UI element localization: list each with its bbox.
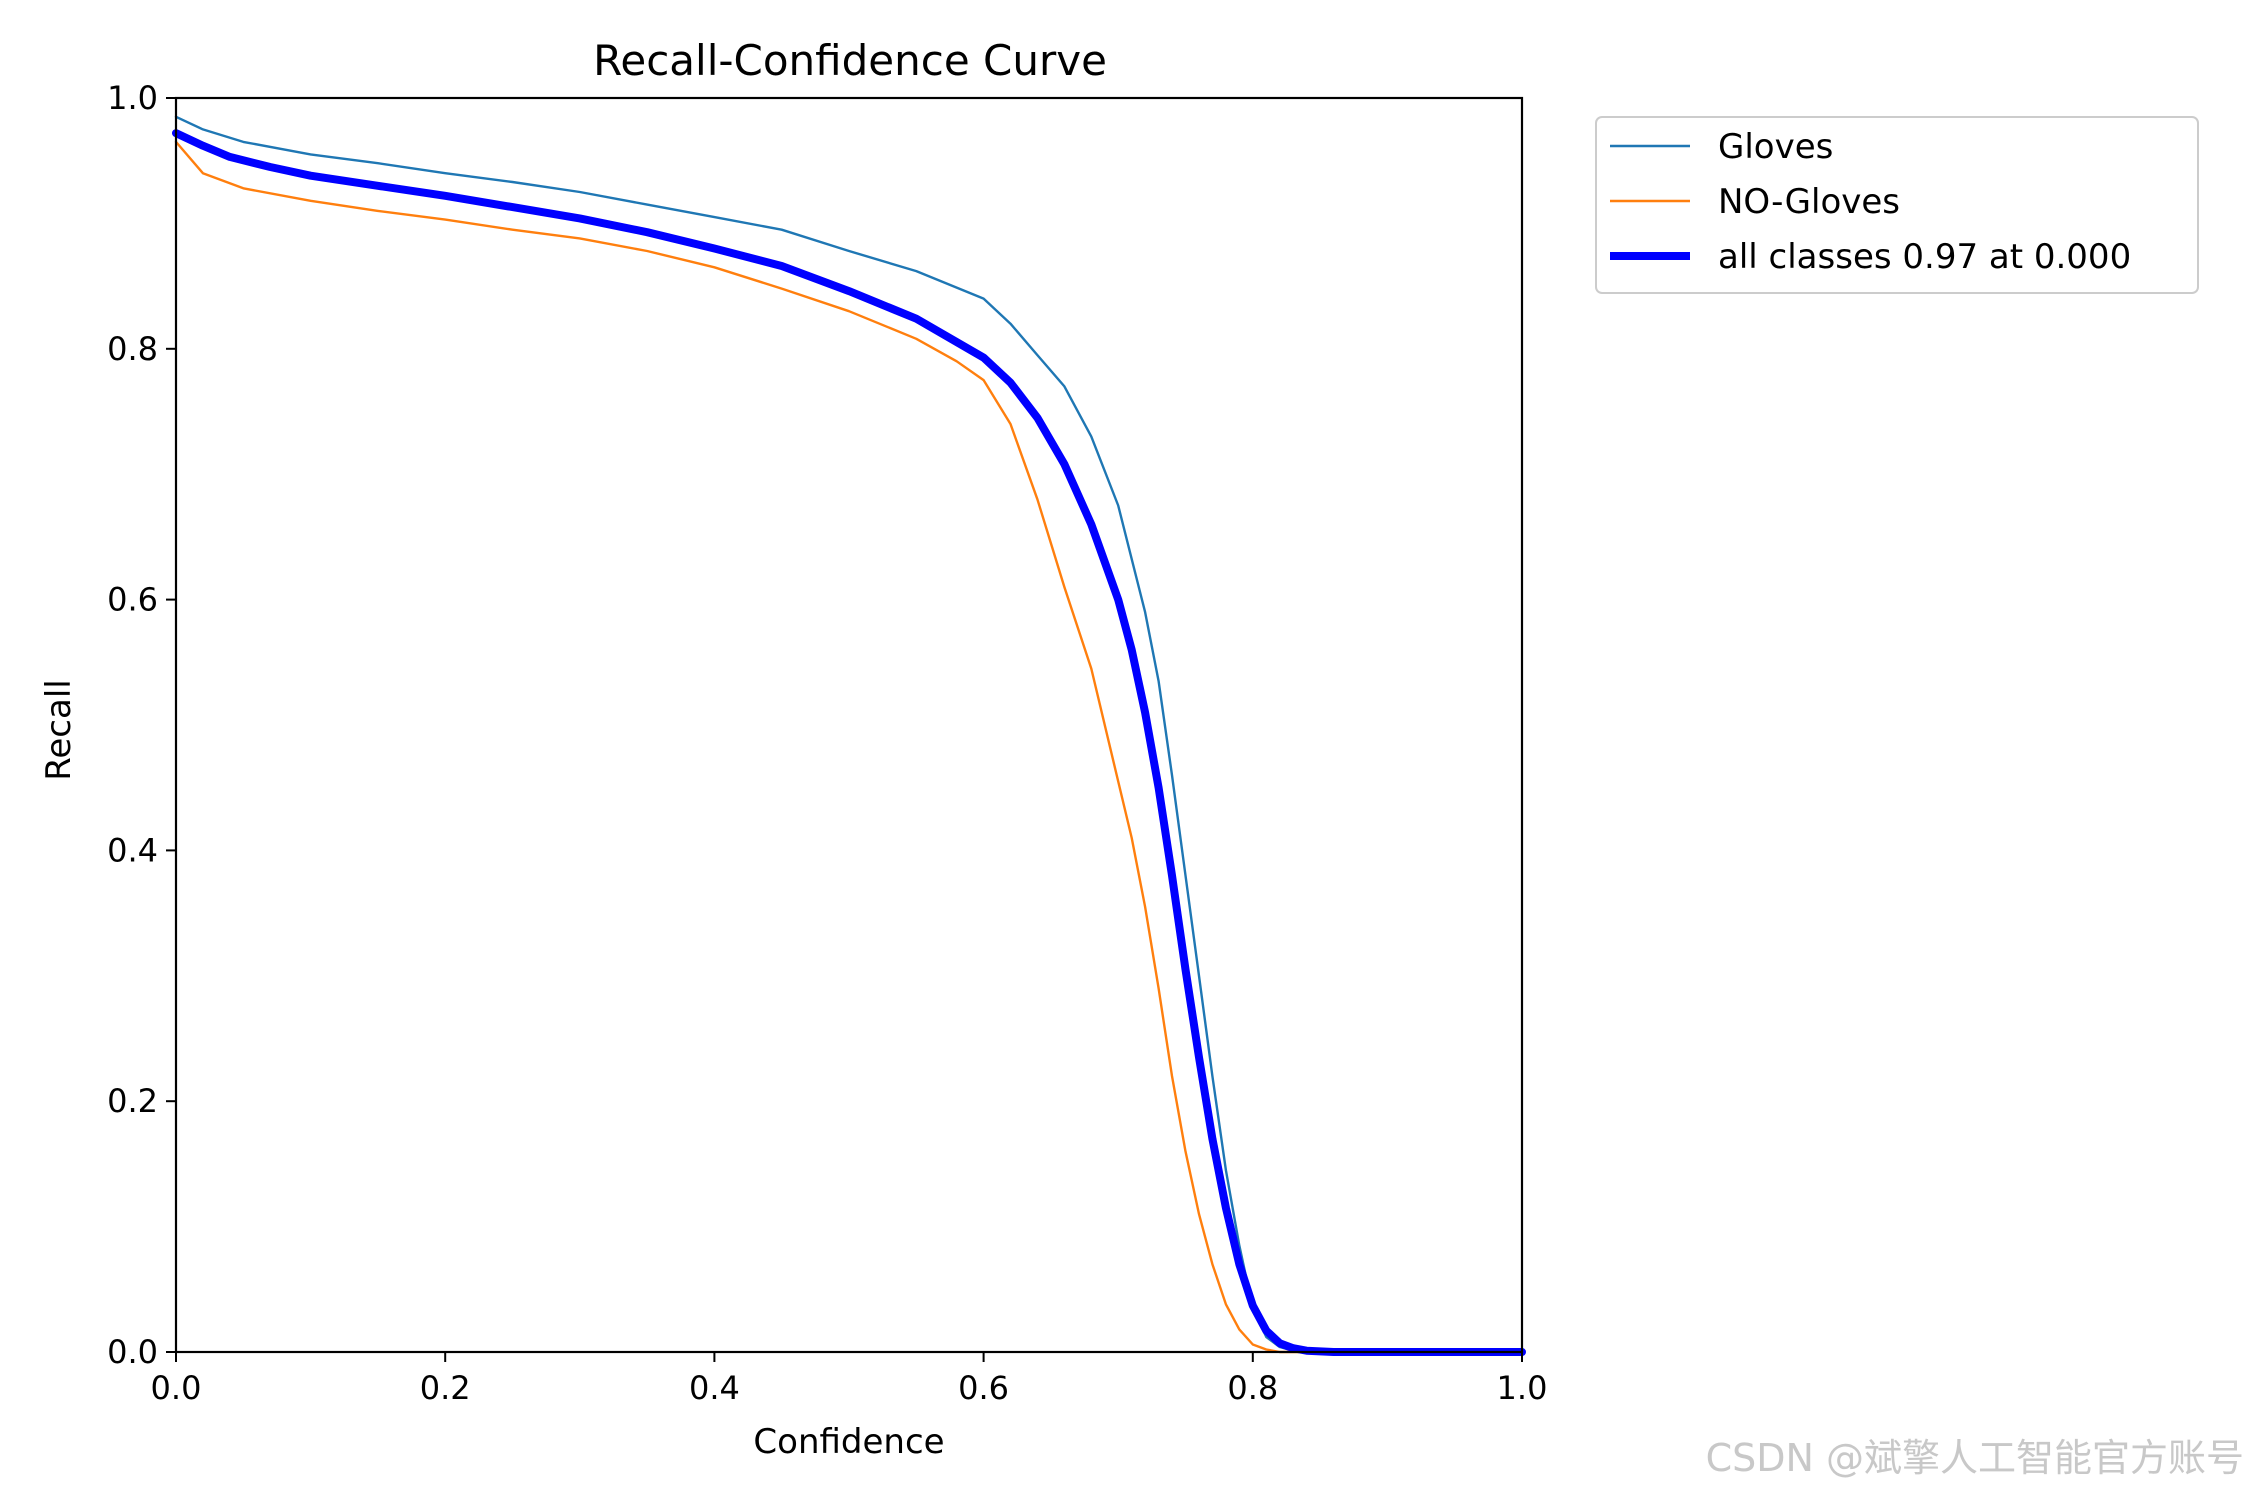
x-tick-label: 0.6 bbox=[958, 1369, 1009, 1407]
y-tick-label: 1.0 bbox=[107, 79, 158, 117]
legend: Gloves NO-Gloves all classes 0.97 at 0.000 bbox=[1595, 116, 2199, 294]
legend-entry-label: all classes 0.97 at 0.000 bbox=[1718, 237, 2131, 277]
x-tick-label: 0.0 bbox=[151, 1369, 202, 1407]
y-tick-label: 0.6 bbox=[107, 581, 158, 619]
x-tick-label: 0.2 bbox=[420, 1369, 471, 1407]
plot-frame bbox=[174, 96, 1524, 1354]
series-layer bbox=[172, 115, 1526, 1356]
x-axis-ticks: 0.0 0.2 0.4 0.6 0.8 1.0 bbox=[151, 1352, 1548, 1407]
watermark: CSDN @斌擎人工智能官方账号 bbox=[1705, 1436, 2244, 1480]
series-line-2 bbox=[174, 140, 1524, 1354]
y-tick-label: 0.4 bbox=[107, 831, 158, 869]
y-axis-ticks: 0.0 0.2 0.4 0.6 0.8 1.0 bbox=[107, 79, 176, 1371]
legend-box bbox=[1595, 116, 2199, 294]
legend-entry-label: NO-Gloves bbox=[1718, 182, 1900, 222]
y-tick-label: 0.0 bbox=[107, 1333, 158, 1371]
legend-entry-label: Gloves bbox=[1718, 127, 1833, 167]
chart-title: Recall-Confidence Curve bbox=[593, 36, 1107, 85]
y-axis-label: Recall bbox=[39, 679, 79, 780]
y-tick-label: 0.2 bbox=[107, 1082, 158, 1120]
x-axis-label: Confidence bbox=[753, 1422, 944, 1462]
x-tick-label: 0.8 bbox=[1227, 1369, 1278, 1407]
series-line-1 bbox=[174, 115, 1524, 1354]
series-line-3 bbox=[172, 129, 1526, 1356]
y-tick-label: 0.8 bbox=[107, 330, 158, 368]
x-tick-label: 1.0 bbox=[1497, 1369, 1548, 1407]
x-tick-label: 0.4 bbox=[689, 1369, 740, 1407]
